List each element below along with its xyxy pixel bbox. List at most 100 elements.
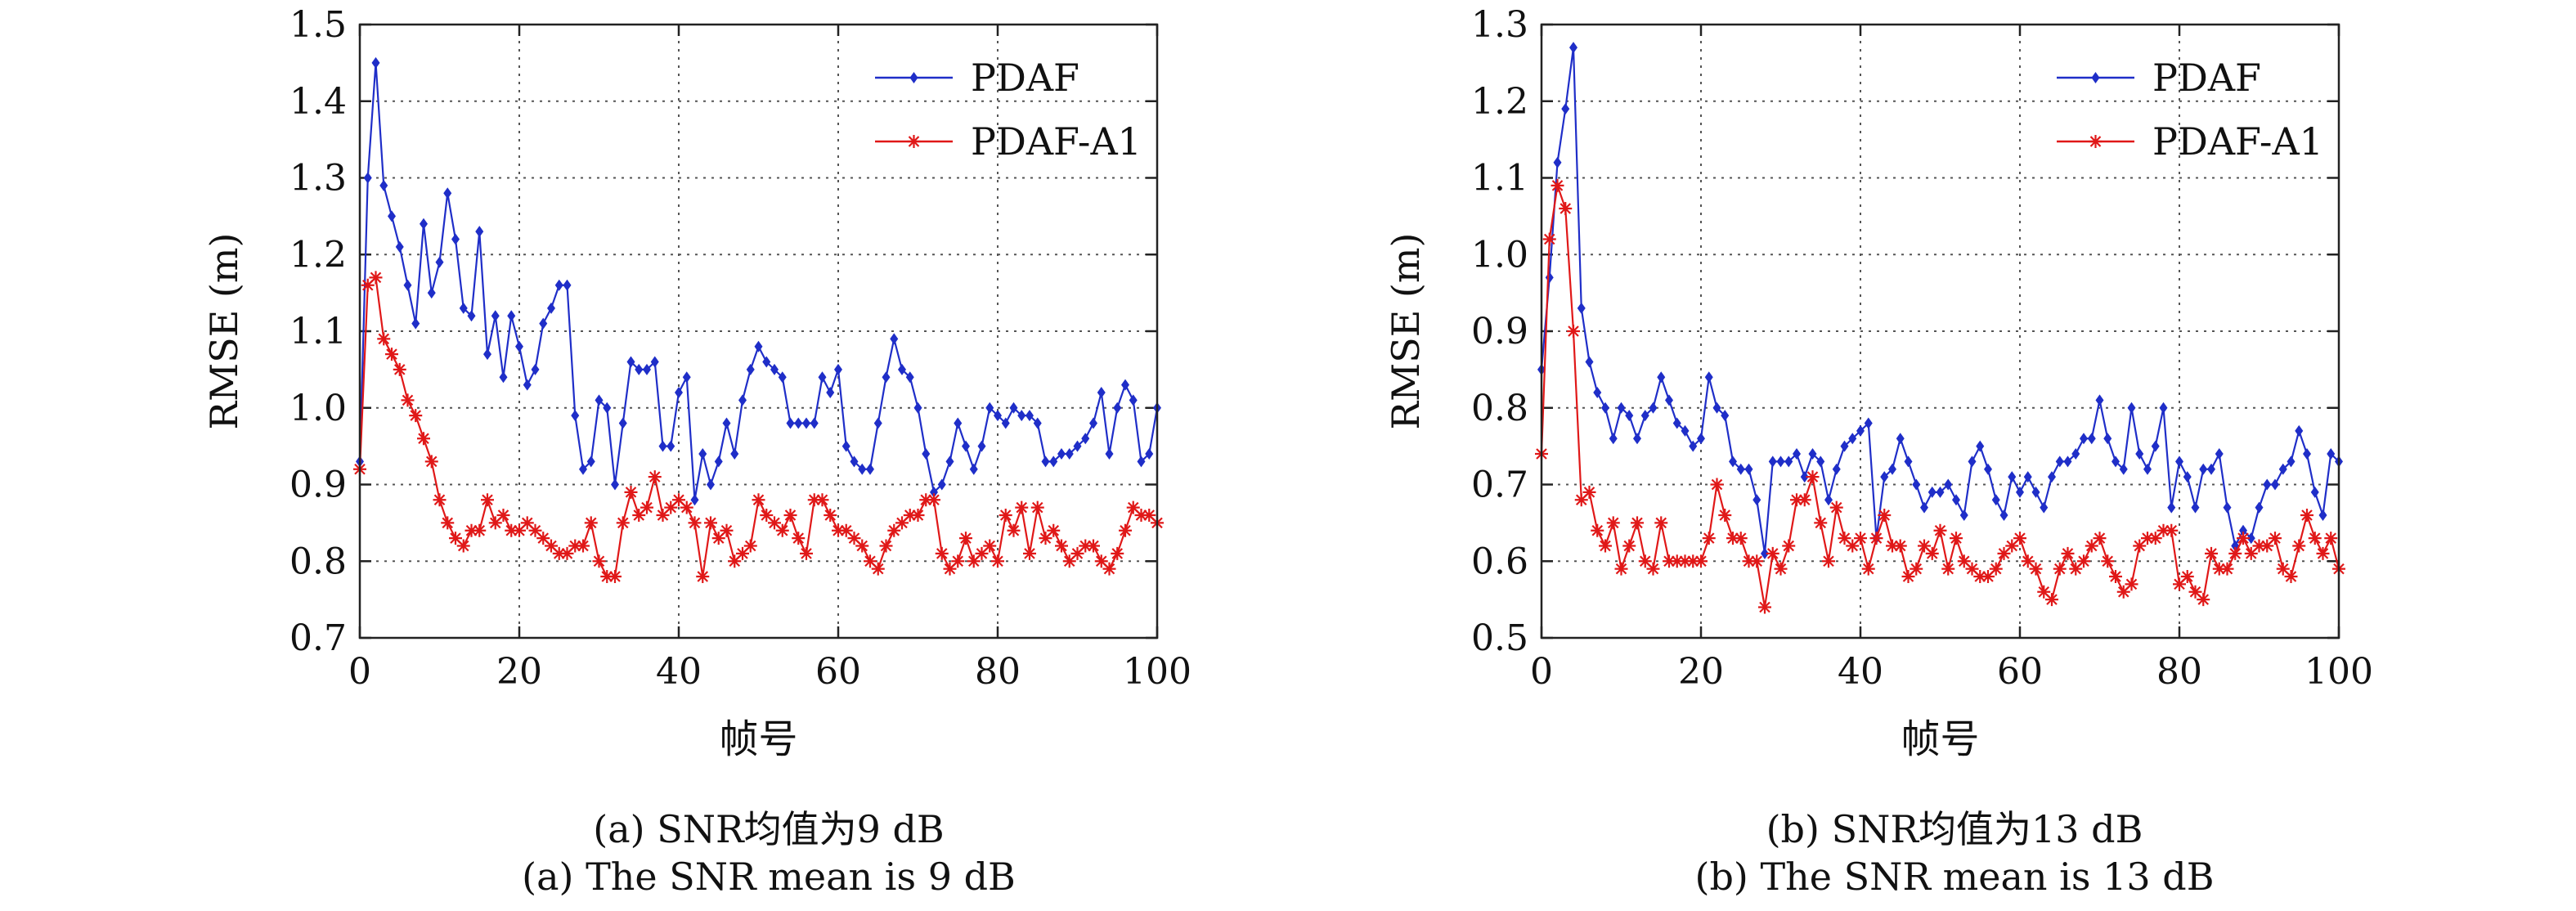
- data-point: [2077, 554, 2090, 568]
- data-point: [2069, 562, 2083, 576]
- data-point: [760, 509, 774, 522]
- data-point: [1824, 494, 1833, 506]
- data-point: [2191, 501, 2200, 514]
- data-point: [1017, 410, 1026, 422]
- data-point: [1704, 371, 1713, 384]
- data-point: [531, 363, 540, 375]
- data-point: [815, 493, 829, 507]
- data-point: [1609, 433, 1618, 445]
- data-point: [2212, 562, 2226, 576]
- legend: PDAF PDAF-A1: [875, 56, 1142, 164]
- data-point: [560, 546, 574, 560]
- data-point: [1968, 456, 1977, 468]
- y-tick-label: 1.2: [289, 234, 347, 276]
- data-point: [1729, 456, 1737, 468]
- data-point: [743, 539, 757, 553]
- data-point: [1782, 539, 1796, 553]
- data-point: [2252, 539, 2266, 553]
- data-point: [643, 363, 651, 375]
- data-point: [1774, 562, 1788, 576]
- y-tick-label: 0.6: [1471, 541, 1528, 582]
- data-point: [1918, 539, 1931, 553]
- data-point: [363, 172, 372, 184]
- data-point: [1670, 554, 1684, 568]
- data-point: [2244, 546, 2258, 560]
- data-point: [850, 456, 859, 468]
- data-point: [2016, 486, 2024, 498]
- data-point: [1089, 417, 1097, 429]
- data-point: [919, 493, 933, 507]
- data-point: [2263, 478, 2272, 491]
- data-point: [1710, 478, 1724, 491]
- data-point: [1694, 554, 1708, 568]
- data-point: [571, 410, 580, 422]
- data-point: [515, 340, 523, 352]
- data-point: [2037, 585, 2051, 599]
- data-point: [864, 554, 877, 568]
- data-point: [1102, 562, 1116, 576]
- data-point: [666, 440, 675, 452]
- data-point: [507, 310, 516, 322]
- data-point: [528, 523, 542, 537]
- x-tick-label: 80: [2156, 651, 2202, 693]
- data-point: [592, 554, 606, 568]
- data-point: [1822, 554, 1835, 568]
- data-point: [945, 456, 954, 468]
- data-point: [2008, 471, 2017, 483]
- series-pdaf-a1: [1535, 178, 2345, 614]
- x-tick-label: 100: [1123, 651, 1192, 693]
- data-point: [2127, 402, 2136, 414]
- data-point: [2324, 532, 2338, 545]
- x-tick-label: 0: [348, 651, 371, 693]
- y-tick-label: 1.5: [289, 4, 347, 46]
- data-point: [1957, 554, 1971, 568]
- data-point: [1119, 523, 1132, 537]
- data-point: [1678, 554, 1692, 568]
- data-point: [1814, 516, 1828, 530]
- y-tick-label: 1.2: [1471, 81, 1528, 123]
- data-point: [826, 387, 835, 398]
- data-point: [832, 523, 845, 537]
- data-point: [1142, 509, 1156, 522]
- data-point: [1001, 417, 1010, 429]
- data-point: [985, 402, 994, 414]
- data-point: [616, 516, 630, 530]
- data-point: [1838, 532, 1851, 545]
- data-point: [962, 440, 970, 452]
- data-point: [417, 432, 430, 446]
- data-point: [1997, 546, 2011, 560]
- data-point: [1009, 402, 1018, 414]
- data-point: [1625, 410, 1634, 422]
- y-axis-label: RMSE (m): [1384, 233, 1428, 430]
- data-point: [1686, 554, 1700, 568]
- data-point: [714, 456, 723, 468]
- data-point: [2085, 539, 2098, 553]
- data-point: [451, 233, 460, 245]
- data-point: [475, 226, 484, 238]
- data-point: [547, 302, 555, 314]
- data-point: [858, 463, 867, 475]
- data-point: [2148, 532, 2162, 545]
- data-point: [1989, 562, 2003, 576]
- data-point: [491, 310, 500, 322]
- data-point: [2199, 463, 2208, 475]
- data-point: [513, 523, 526, 537]
- data-point: [1797, 493, 1811, 507]
- data-point: [818, 371, 827, 384]
- data-point: [2188, 585, 2202, 599]
- data-point: [2021, 554, 2035, 568]
- data-point: [1545, 272, 1554, 284]
- data-point: [983, 539, 997, 553]
- data-point: [775, 523, 789, 537]
- data-point: [1129, 394, 1138, 406]
- legend-label: PDAF: [2152, 56, 2261, 100]
- data-point: [1041, 456, 1050, 468]
- data-point: [1840, 440, 1849, 452]
- data-point: [1577, 302, 1586, 314]
- data-point: [505, 523, 518, 537]
- legend-label: PDAF: [971, 56, 1079, 100]
- data-point: [1896, 433, 1905, 445]
- data-point: [584, 516, 598, 530]
- data-point: [778, 371, 787, 384]
